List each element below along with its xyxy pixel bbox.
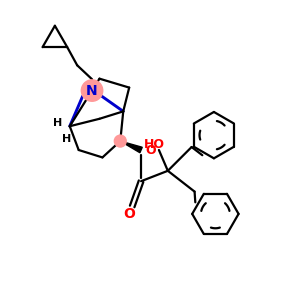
Circle shape bbox=[114, 135, 126, 147]
Text: H: H bbox=[52, 118, 62, 128]
Text: HO: HO bbox=[144, 138, 165, 151]
Text: O: O bbox=[145, 144, 156, 157]
Circle shape bbox=[81, 80, 103, 101]
Text: N: N bbox=[86, 84, 98, 98]
Polygon shape bbox=[120, 141, 142, 153]
Text: H: H bbox=[62, 134, 71, 144]
Text: O: O bbox=[123, 207, 135, 221]
